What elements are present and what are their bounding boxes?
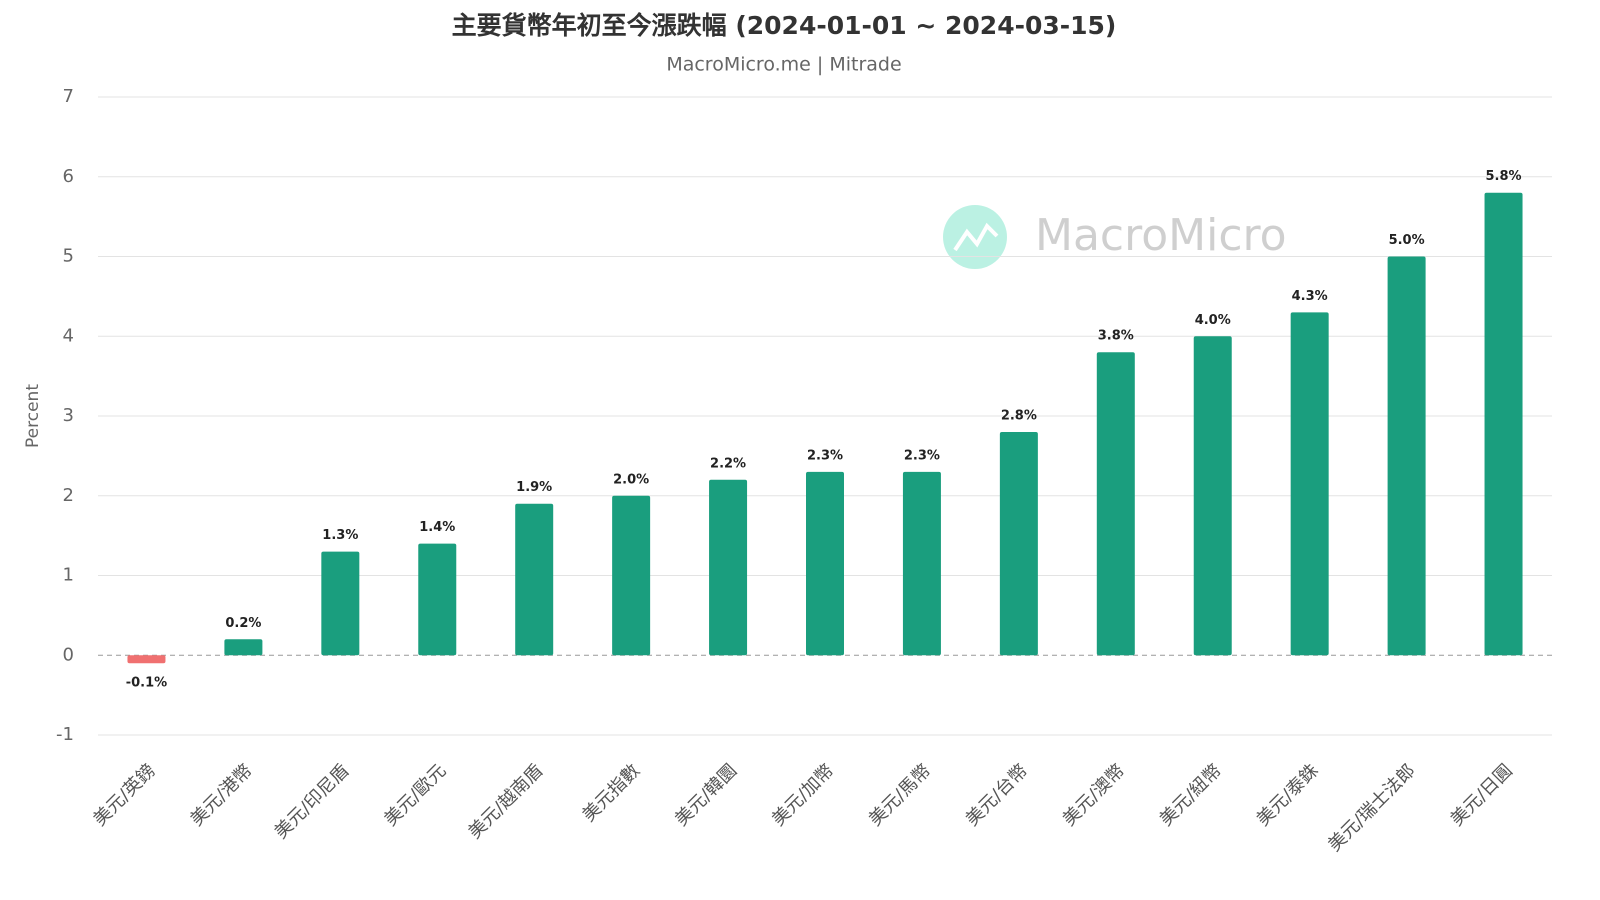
y-tick-label: -1 [56, 724, 74, 745]
bar [1387, 256, 1426, 656]
watermark: MacroMicro [1035, 210, 1287, 261]
x-tick-label: 美元/泰銖 [1253, 760, 1323, 830]
y-tick-label: 4 [63, 325, 74, 346]
data-label: 0.2% [225, 616, 261, 631]
bar [515, 503, 554, 656]
x-tick-label: 美元指數 [578, 760, 644, 826]
bar [418, 543, 457, 656]
y-tick-label: 3 [63, 405, 74, 426]
data-label: 2.8% [1001, 408, 1037, 423]
bar [1193, 336, 1232, 656]
chart-title: 主要貨幣年初至今漲跌幅 (2024-01-01 ~ 2024-03-15) [452, 11, 1117, 40]
x-tick-label: 美元/馬幣 [865, 760, 935, 830]
y-tick-label: 2 [63, 485, 74, 506]
x-tick-label: 美元/印尼盾 [271, 760, 354, 843]
data-label: 2.3% [807, 448, 843, 463]
bar [709, 479, 748, 656]
data-label: 2.3% [904, 448, 940, 463]
data-label: 3.8% [1098, 329, 1134, 344]
watermark-icon [953, 222, 999, 252]
x-tick-label: 美元/澳幣 [1059, 760, 1129, 830]
bar [902, 471, 941, 656]
data-label: 4.0% [1195, 313, 1231, 328]
x-tick-label: 美元/韓圜 [671, 760, 741, 830]
data-label: 1.9% [516, 480, 552, 495]
data-label: 1.3% [322, 528, 358, 543]
bar [999, 431, 1038, 656]
y-axis-label: Percent [23, 384, 43, 448]
y-tick-label: 0 [63, 644, 74, 665]
data-label: 2.0% [613, 472, 649, 487]
y-tick-label: 6 [63, 166, 74, 187]
y-tick-label: 1 [63, 565, 74, 586]
x-tick-label: 美元/越南盾 [464, 760, 547, 843]
bar [1290, 312, 1329, 656]
bar [127, 655, 166, 664]
bar [1484, 192, 1523, 656]
data-label: -0.1% [126, 676, 167, 691]
x-tick-label: 美元/瑞士法郎 [1324, 760, 1420, 856]
data-label: 1.4% [419, 520, 455, 535]
data-label: 5.8% [1486, 169, 1522, 184]
bar [224, 639, 263, 656]
bar [321, 551, 360, 656]
x-tick-label: 美元/港幣 [186, 760, 256, 830]
x-tick-label: 美元/台幣 [962, 760, 1032, 830]
data-label: 5.0% [1389, 233, 1425, 248]
x-tick-label: 美元/英鎊 [89, 760, 159, 830]
x-tick-label: 美元/日圓 [1447, 760, 1517, 830]
data-label: 2.2% [710, 456, 746, 471]
y-tick-label: 5 [63, 246, 74, 267]
watermark-logo [943, 205, 1007, 269]
x-tick-label: 美元/歐元 [380, 760, 450, 830]
y-tick-label: 7 [63, 86, 74, 107]
data-label: 4.3% [1292, 289, 1328, 304]
chart-subtitle: MacroMicro.me | Mitrade [666, 54, 901, 76]
bar [612, 495, 651, 656]
x-tick-label: 美元/紐幣 [1156, 760, 1226, 830]
watermark-circle [943, 205, 1007, 269]
x-tick-label: 美元/加幣 [768, 760, 838, 830]
bar [1096, 352, 1135, 656]
bar [806, 471, 844, 656]
